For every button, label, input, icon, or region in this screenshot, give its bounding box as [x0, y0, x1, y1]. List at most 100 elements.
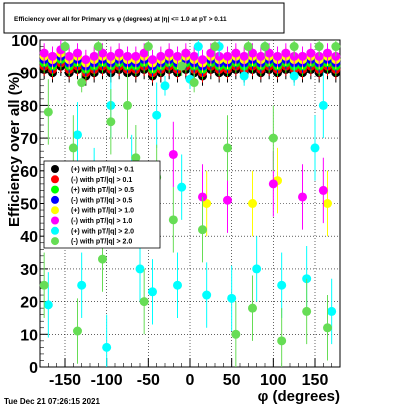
data-point [223, 143, 232, 153]
data-point [156, 51, 166, 61]
data-point [252, 264, 262, 274]
legend-marker [51, 237, 59, 246]
data-point [39, 280, 49, 290]
y-tick-label: 20 [20, 295, 38, 312]
data-point [160, 81, 170, 91]
chart-title: Efficiency over all for Primary vs φ (de… [14, 16, 227, 23]
data-point [73, 130, 82, 140]
data-point [139, 48, 149, 58]
y-axis-label: Efficiency over all (%) [6, 72, 23, 227]
data-point [202, 290, 212, 300]
x-tick-label: 50 [223, 372, 241, 389]
data-point [314, 42, 324, 52]
data-point [248, 48, 257, 58]
data-point [264, 48, 274, 58]
data-point [164, 48, 174, 58]
data-point [243, 42, 253, 52]
legend-marker [51, 226, 59, 235]
legend-label: (+) with pT/|q| > 1.0 [71, 208, 134, 215]
data-point [77, 78, 87, 88]
data-point [210, 42, 220, 52]
legend-marker [51, 175, 59, 184]
data-point [202, 199, 212, 208]
data-point [173, 280, 182, 290]
data-point [131, 153, 141, 163]
x-axis: -150 -100 -50 0 50 100 150 [39, 358, 341, 389]
data-point [168, 149, 178, 159]
data-point [331, 42, 341, 52]
legend-label: (+) with pT/|q| > 0.5 [71, 187, 134, 194]
data-point [177, 61, 187, 71]
data-point [248, 199, 257, 208]
y-tick-label: 40 [20, 229, 38, 246]
legend-marker [51, 216, 59, 225]
data-point [89, 51, 99, 61]
data-point [39, 48, 49, 58]
data-point [77, 280, 87, 290]
data-point [227, 293, 237, 303]
data-point [189, 51, 199, 61]
data-point [64, 51, 74, 61]
data-point [268, 179, 278, 189]
data-point [68, 143, 78, 153]
timestamp-footer: Tue Dec 21 07:26:15 2021 [4, 397, 100, 406]
data-point [318, 100, 328, 110]
data-point [306, 48, 316, 58]
data-point [168, 215, 178, 225]
legend-marker [51, 195, 59, 204]
data-point [148, 287, 157, 297]
legend-marker [51, 206, 59, 215]
legend-box [43, 160, 161, 249]
data-point [143, 42, 153, 52]
data-point [181, 48, 191, 58]
grid-lines [40, 40, 340, 367]
data-point [73, 326, 82, 336]
data-point [131, 51, 141, 61]
data-point [152, 110, 162, 120]
data-point [102, 342, 112, 352]
data-point [48, 51, 57, 61]
data-point [198, 225, 207, 235]
legend-label: (-) with pT/|q| > 2.0 [71, 239, 132, 246]
x-tick-label: 0 [186, 372, 195, 389]
data-point [231, 48, 241, 58]
data-point [231, 329, 241, 339]
y-tick-label: 50 [20, 197, 38, 214]
data-point [256, 51, 266, 61]
data-point [93, 42, 103, 52]
data-point [323, 323, 332, 333]
data-point [310, 143, 320, 153]
x-tick-label: 100 [260, 372, 287, 389]
data-point [239, 71, 249, 81]
data-point [123, 51, 132, 61]
x-tick-label: 150 [302, 372, 329, 389]
data-point [98, 254, 107, 264]
data-point [177, 182, 187, 192]
data-point [277, 336, 287, 346]
y-tick-label: 0 [29, 360, 38, 377]
data-point [189, 78, 199, 88]
legend-label: (-) with pT/|q| > 1.0 [71, 218, 132, 225]
data-point [135, 264, 145, 274]
title-box [3, 2, 285, 34]
data-point [106, 117, 116, 127]
data-point [268, 133, 278, 143]
y-tick-label: 60 [20, 164, 38, 181]
data-point [60, 42, 70, 52]
data-point [198, 55, 207, 65]
legend-label: (+) with pT/|q| > 0.1 [71, 167, 134, 174]
data-point [302, 306, 312, 316]
data-point [327, 306, 337, 316]
y-tick-label: 30 [20, 262, 38, 279]
y-tick-label: 70 [20, 131, 38, 148]
data-point [298, 192, 307, 202]
series-7 [39, 40, 341, 367]
legend: (+) with pT/|q| > 0.1 (-) with pT/|q| > 0… [43, 160, 161, 249]
data-point [223, 51, 232, 61]
data-point [289, 71, 299, 81]
data-point [277, 280, 287, 290]
data-point [43, 107, 53, 117]
data-point [114, 48, 124, 58]
legend-marker [51, 165, 59, 173]
